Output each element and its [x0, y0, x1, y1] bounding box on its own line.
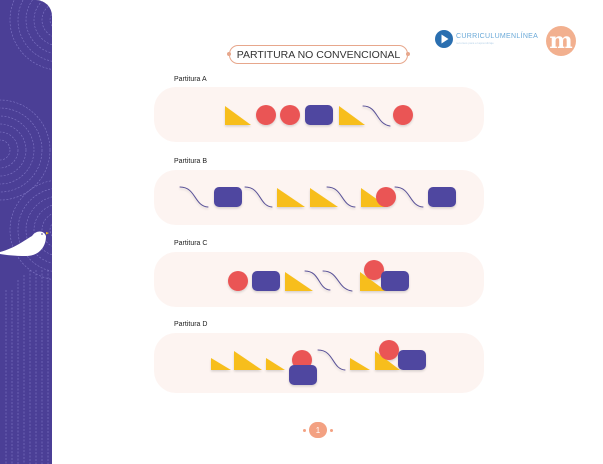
rectangle-shape — [289, 365, 317, 385]
wave-shape — [244, 186, 273, 208]
score-label-a: Partitura A — [174, 76, 207, 83]
wave-shape — [179, 186, 209, 208]
triangle-shape — [225, 106, 251, 125]
rectangle-shape — [428, 187, 456, 207]
wave-shape — [304, 270, 331, 291]
wave-shape — [317, 349, 346, 371]
score-panel-c — [154, 252, 484, 307]
m-logo-letter: m — [549, 28, 573, 54]
decorative-sidebar — [0, 0, 52, 464]
logo-subtitle: recursos para el aprendizaje — [456, 41, 494, 45]
page-number: 1 — [303, 422, 333, 438]
curriculum-logo: CURRICULUMENLÍNEA recursos para el aprend… — [435, 30, 538, 48]
wave-shape — [394, 186, 424, 208]
circle-shape — [379, 340, 399, 360]
circle-shape — [376, 187, 396, 207]
score-panel-d — [154, 333, 484, 393]
circle-shape — [393, 105, 413, 125]
circle-shape — [228, 271, 248, 291]
page-number-text: 1 — [315, 425, 321, 435]
sidebar-pattern — [0, 0, 52, 464]
score-label-c: Partitura C — [174, 240, 208, 247]
triangle-shape — [360, 272, 386, 291]
rectangle-shape — [214, 187, 242, 207]
triangle-shape — [277, 188, 305, 207]
circle-shape — [280, 105, 300, 125]
rectangle-shape — [305, 105, 333, 125]
page-title: PARTITURA NO CONVENCIONAL — [227, 45, 410, 64]
score-label-d: Partitura D — [174, 321, 208, 328]
rectangle-shape — [252, 271, 280, 291]
triangle-shape — [310, 188, 338, 207]
circle-shape — [364, 260, 384, 280]
page-title-text: PARTITURA NO CONVENCIONAL — [236, 48, 401, 61]
wave-shape — [322, 270, 353, 292]
score-label-b: Partitura B — [174, 158, 208, 165]
triangle-shape — [350, 358, 370, 370]
bird-illustration — [0, 231, 49, 256]
triangle-shape — [266, 358, 285, 370]
rectangle-shape — [381, 271, 409, 291]
triangle-shape — [285, 272, 313, 291]
triangle-shape — [211, 358, 231, 370]
rectangle-shape — [398, 350, 426, 370]
logo-text: CURRICULUMENLÍNEA — [456, 33, 539, 40]
wave-shape — [362, 105, 391, 127]
play-icon — [435, 30, 453, 48]
circle-shape — [256, 105, 276, 125]
wave-shape — [326, 186, 356, 208]
m-logo: m — [546, 26, 576, 56]
triangle-shape — [234, 351, 262, 370]
triangle-shape — [339, 106, 365, 125]
